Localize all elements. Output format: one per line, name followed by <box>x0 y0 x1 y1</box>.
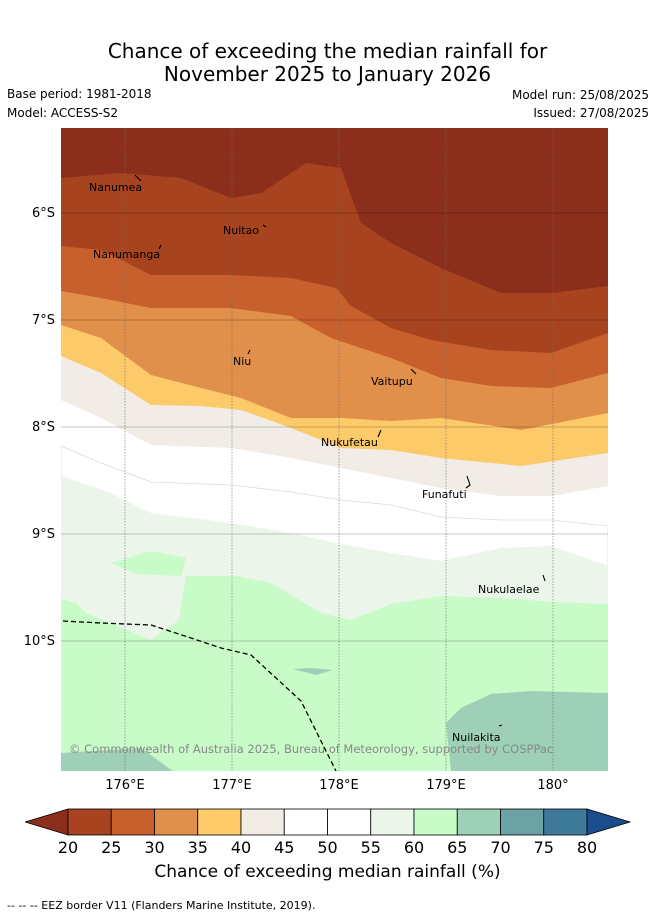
colorbar-high-extension <box>586 808 631 836</box>
map-title: Chance of exceeding the median rainfall … <box>0 40 655 86</box>
lat-label-10s: 10°S <box>23 634 55 649</box>
colorbar-low-extension <box>25 808 69 836</box>
colorbar-tick-25: 25 <box>101 838 122 857</box>
lat-label-7s: 7°S <box>31 313 55 328</box>
colorbar-cell-40-45 <box>240 808 285 836</box>
island-marks <box>134 174 546 727</box>
colorbar-cell-65-70 <box>456 808 501 836</box>
place-nuilakita: Nuilakita <box>452 731 501 744</box>
eez-border-line <box>62 620 337 771</box>
island-mark-nuitao <box>262 224 267 228</box>
colorbar-tick-50: 50 <box>317 838 338 857</box>
island-mark-nukulaelae <box>542 574 546 582</box>
title-line-2: November 2025 to January 2026 <box>163 62 492 86</box>
colorbar-title: Chance of exceeding median rainfall (%) <box>154 862 501 882</box>
colorbar-cell-35-40 <box>197 808 242 836</box>
place-nukufetau: Nukufetau <box>321 436 378 449</box>
colorbar-tick-55: 55 <box>360 838 381 857</box>
colorbar-tick-20: 20 <box>57 838 79 857</box>
colorbar-cell-45-50 <box>283 808 328 836</box>
colorbar-cell-75-80 <box>543 808 588 836</box>
colorbar-cell-20-25 <box>67 808 112 836</box>
rainfall-map: Nanumea Nuitao Nanumanga Niu Vaitupu Nuk… <box>61 128 608 771</box>
colorbar-cell-60-65 <box>413 808 458 836</box>
lon-label-178e: 178°E <box>319 778 359 793</box>
colorbar-cell-70-75 <box>500 808 545 836</box>
place-nukulaelae: Nukulaelae <box>478 583 540 596</box>
place-funafuti: Funafuti <box>422 488 467 501</box>
island-mark-niu <box>247 349 251 355</box>
place-vaitupu: Vaitupu <box>371 375 413 388</box>
lat-label-6s: 6°S <box>31 206 55 221</box>
island-mark-nukufetau <box>377 429 382 438</box>
issued-date: Issued: 27/08/2025 <box>533 106 649 120</box>
lon-label-180: 180° <box>537 778 569 793</box>
colorbar <box>25 808 631 836</box>
graticule <box>124 128 554 771</box>
colorbar-cell-25-30 <box>110 808 155 836</box>
model-name: Model: ACCESS-S2 <box>7 106 119 120</box>
colorbar-tick-65: 65 <box>447 838 468 857</box>
place-nanumanga: Nanumanga <box>93 248 160 261</box>
eez-legend-note: -- -- -- EEZ border V11 (Flanders Marine… <box>7 899 316 912</box>
colorbar-tick-75: 75 <box>533 838 554 857</box>
place-nuitao: Nuitao <box>223 224 259 237</box>
colorbar-tick-35: 35 <box>187 838 208 857</box>
island-mark-funafuti <box>465 475 471 489</box>
title-line-1: Chance of exceeding the median rainfall … <box>107 39 548 63</box>
band-65-70-patch <box>111 551 186 576</box>
lon-label-177e: 177°E <box>212 778 252 793</box>
colorbar-cells <box>67 808 588 836</box>
lat-label-8s: 8°S <box>31 420 55 435</box>
island-mark-nanumea <box>134 174 142 182</box>
lon-label-176e: 176°E <box>105 778 145 793</box>
colorbar-cell-30-35 <box>154 808 199 836</box>
colorbar-tick-30: 30 <box>144 838 165 857</box>
place-niu: Niu <box>233 355 251 368</box>
colorbar-tick-40: 40 <box>230 838 252 857</box>
band-70-75 <box>446 691 608 771</box>
band-70-75-patch <box>293 668 333 675</box>
colorbar-tick-80: 80 <box>576 838 598 857</box>
model-run: Model run: 25/08/2025 <box>511 88 649 102</box>
place-nanumea: Nanumea <box>89 181 142 194</box>
lat-label-9s: 9°S <box>31 527 55 542</box>
copyright-notice: © Commonwealth of Australia 2025, Bureau… <box>69 742 553 756</box>
colorbar-cell-50-55 <box>327 808 372 836</box>
colorbar-tick-60: 60 <box>403 838 425 857</box>
island-mark-vaitupu <box>410 368 417 375</box>
island-mark-nuilakita <box>498 724 503 727</box>
island-mark-nanumanga <box>158 244 162 250</box>
colorbar-cell-55-60 <box>370 808 415 836</box>
lon-label-179e: 179°E <box>426 778 466 793</box>
band-70-75-corner <box>61 748 173 771</box>
colorbar-tick-45: 45 <box>274 838 295 857</box>
base-period: Base period: 1981-2018 <box>7 87 152 101</box>
colorbar-tick-70: 70 <box>490 838 511 857</box>
parallels <box>61 212 608 642</box>
